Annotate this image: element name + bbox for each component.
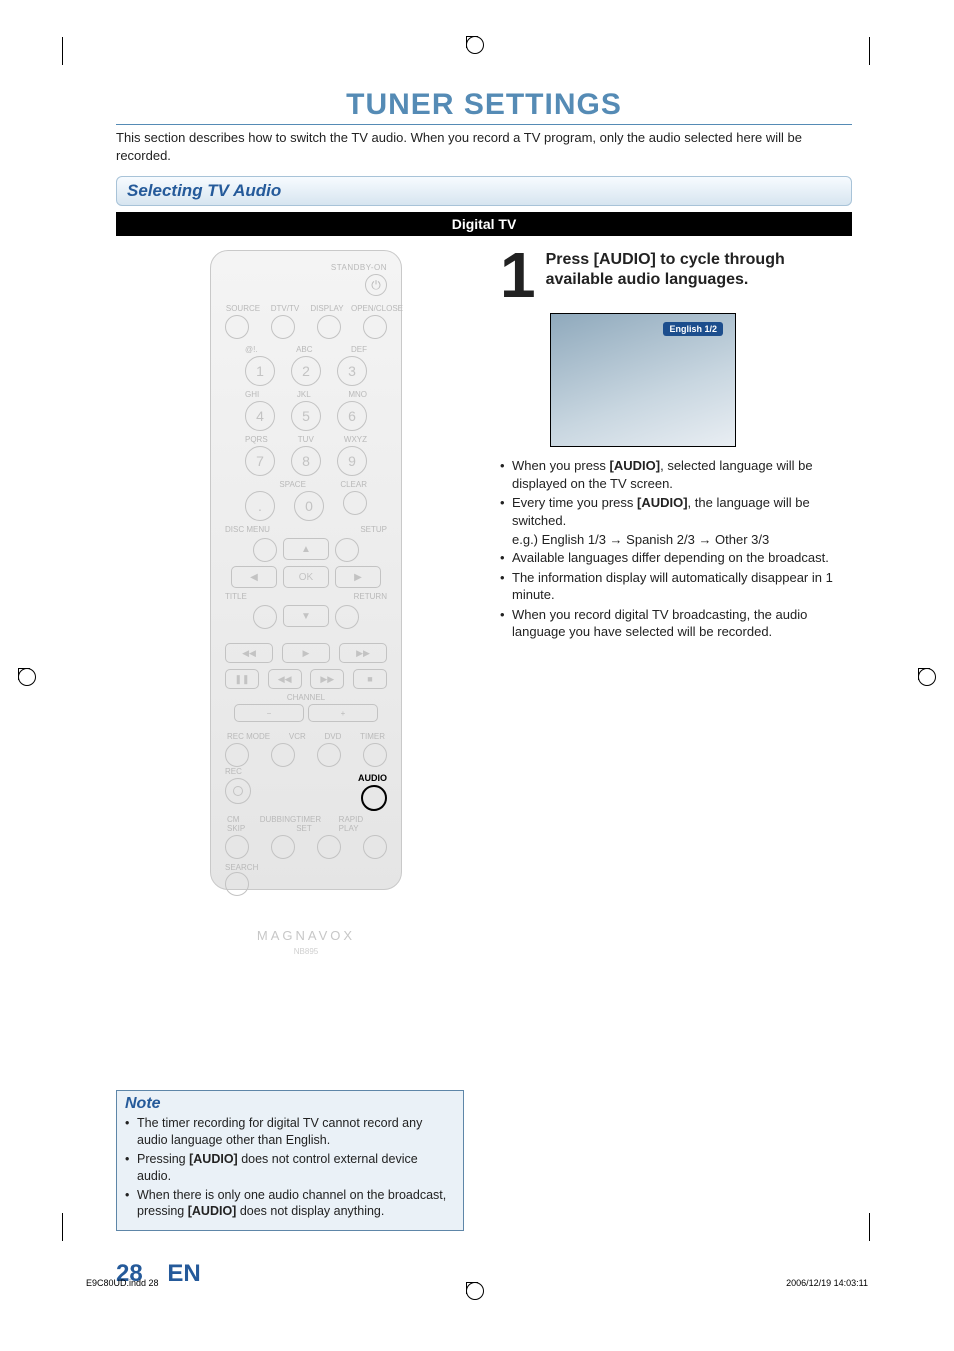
remote-control-illustration: STANDBY-ON ⏻ SOURCE DTV/TV DISPLAY OPEN/… — [210, 250, 402, 890]
key-0: 0 — [294, 491, 324, 521]
model-label: NB895 — [225, 947, 387, 956]
subsection-band: Digital TV — [116, 212, 852, 236]
top-row-buttons — [225, 315, 387, 339]
example-line: e.g.) English 1/3 → Spanish 2/3 → Other … — [500, 531, 852, 549]
key-4: 4 — [245, 401, 275, 431]
dpad-down: ▼ — [283, 605, 329, 627]
top-row-labels: SOURCE DTV/TV DISPLAY OPEN/CLOSE — [225, 304, 387, 313]
timer-button — [363, 743, 387, 767]
search-label: SEARCH — [225, 863, 387, 872]
registration-mark-right — [918, 668, 936, 691]
crop-mark — [860, 1213, 870, 1241]
display-button — [317, 315, 341, 339]
brand-label: MAGNAVOX — [225, 928, 387, 943]
source-button — [225, 315, 249, 339]
rec-mode-button — [225, 743, 249, 767]
channel-label: CHANNEL — [225, 693, 387, 702]
audio-button-highlight — [361, 785, 387, 811]
setup-button — [335, 538, 359, 562]
standby-label: STANDBY-ON — [225, 263, 387, 272]
clear-button — [343, 491, 367, 515]
key-1: 1 — [245, 356, 275, 386]
step-number: 1 — [500, 250, 536, 301]
key-2: 2 — [291, 356, 321, 386]
crop-mark — [62, 1213, 72, 1241]
section-heading: Selecting TV Audio — [116, 176, 852, 206]
step-1: 1 Press [AUDIO] to cycle through availab… — [500, 250, 852, 301]
stop-button: ■ — [353, 669, 387, 689]
timer-set-button — [317, 835, 341, 859]
power-icon: ⏻ — [365, 274, 387, 296]
vcr-button — [271, 743, 295, 767]
imprint-line: E9C80UD.indd 28 2006/12/19 14:03:11 — [86, 1278, 868, 1288]
crop-mark — [860, 37, 870, 65]
ffwd-button: ▶▶ — [339, 643, 387, 663]
key-5: 5 — [291, 401, 321, 431]
key-3: 3 — [337, 356, 367, 386]
dpad-left: ◀ — [231, 566, 277, 588]
language-indicator: English 1/2 — [663, 322, 723, 336]
rapid-play-button — [363, 835, 387, 859]
note-box: Note •The timer recording for digital TV… — [116, 1090, 464, 1231]
open-close-button — [363, 315, 387, 339]
skip-back-button: ◀◀ — [268, 669, 302, 689]
timestamp: 2006/12/19 14:03:11 — [786, 1278, 868, 1288]
rec-button — [225, 778, 251, 804]
crop-mark — [62, 37, 72, 65]
dpad-up: ▲ — [283, 538, 329, 560]
return-button — [335, 605, 359, 629]
page-title: TUNER SETTINGS — [116, 88, 852, 122]
cm-skip-button — [225, 835, 249, 859]
rewind-button: ◀◀ — [225, 643, 273, 663]
disc-menu-button — [253, 538, 277, 562]
registration-mark-left — [18, 668, 36, 691]
title-button — [253, 605, 277, 629]
intro-text: This section describes how to switch the… — [116, 129, 852, 164]
bullet-list: •When you press [AUDIO], selected langua… — [500, 457, 852, 640]
dubbing-button — [271, 835, 295, 859]
dpad-right: ▶ — [335, 566, 381, 588]
audio-label: AUDIO — [358, 773, 387, 783]
setup-label: SETUP — [360, 525, 387, 534]
skip-fwd-button: ▶▶ — [310, 669, 344, 689]
channel-up: + — [308, 704, 378, 722]
title-rule — [116, 124, 852, 125]
tv-screen-illustration: English 1/2 — [550, 313, 736, 447]
ok-button: OK — [283, 566, 329, 588]
step-instruction: Press [AUDIO] to cycle through available… — [546, 250, 785, 290]
note-title: Note — [117, 1091, 463, 1113]
page-content: TUNER SETTINGS This section describes ho… — [116, 88, 852, 890]
key-9: 9 — [337, 446, 367, 476]
play-button: ▶ — [282, 643, 330, 663]
key-7: 7 — [245, 446, 275, 476]
dtv-tv-button — [271, 315, 295, 339]
key-6: 6 — [337, 401, 367, 431]
key-dot: . — [245, 491, 275, 521]
dvd-button — [317, 743, 341, 767]
source-file: E9C80UD.indd 28 — [86, 1278, 159, 1288]
disc-menu-label: DISC MENU — [225, 525, 270, 534]
key-8: 8 — [291, 446, 321, 476]
title-label: TITLE — [225, 592, 247, 601]
search-button — [225, 872, 249, 896]
return-label: RETURN — [354, 592, 387, 601]
rec-label: REC — [225, 767, 251, 776]
channel-down: − — [234, 704, 304, 722]
pause-button: ❚❚ — [225, 669, 259, 689]
registration-mark-top — [466, 36, 484, 59]
